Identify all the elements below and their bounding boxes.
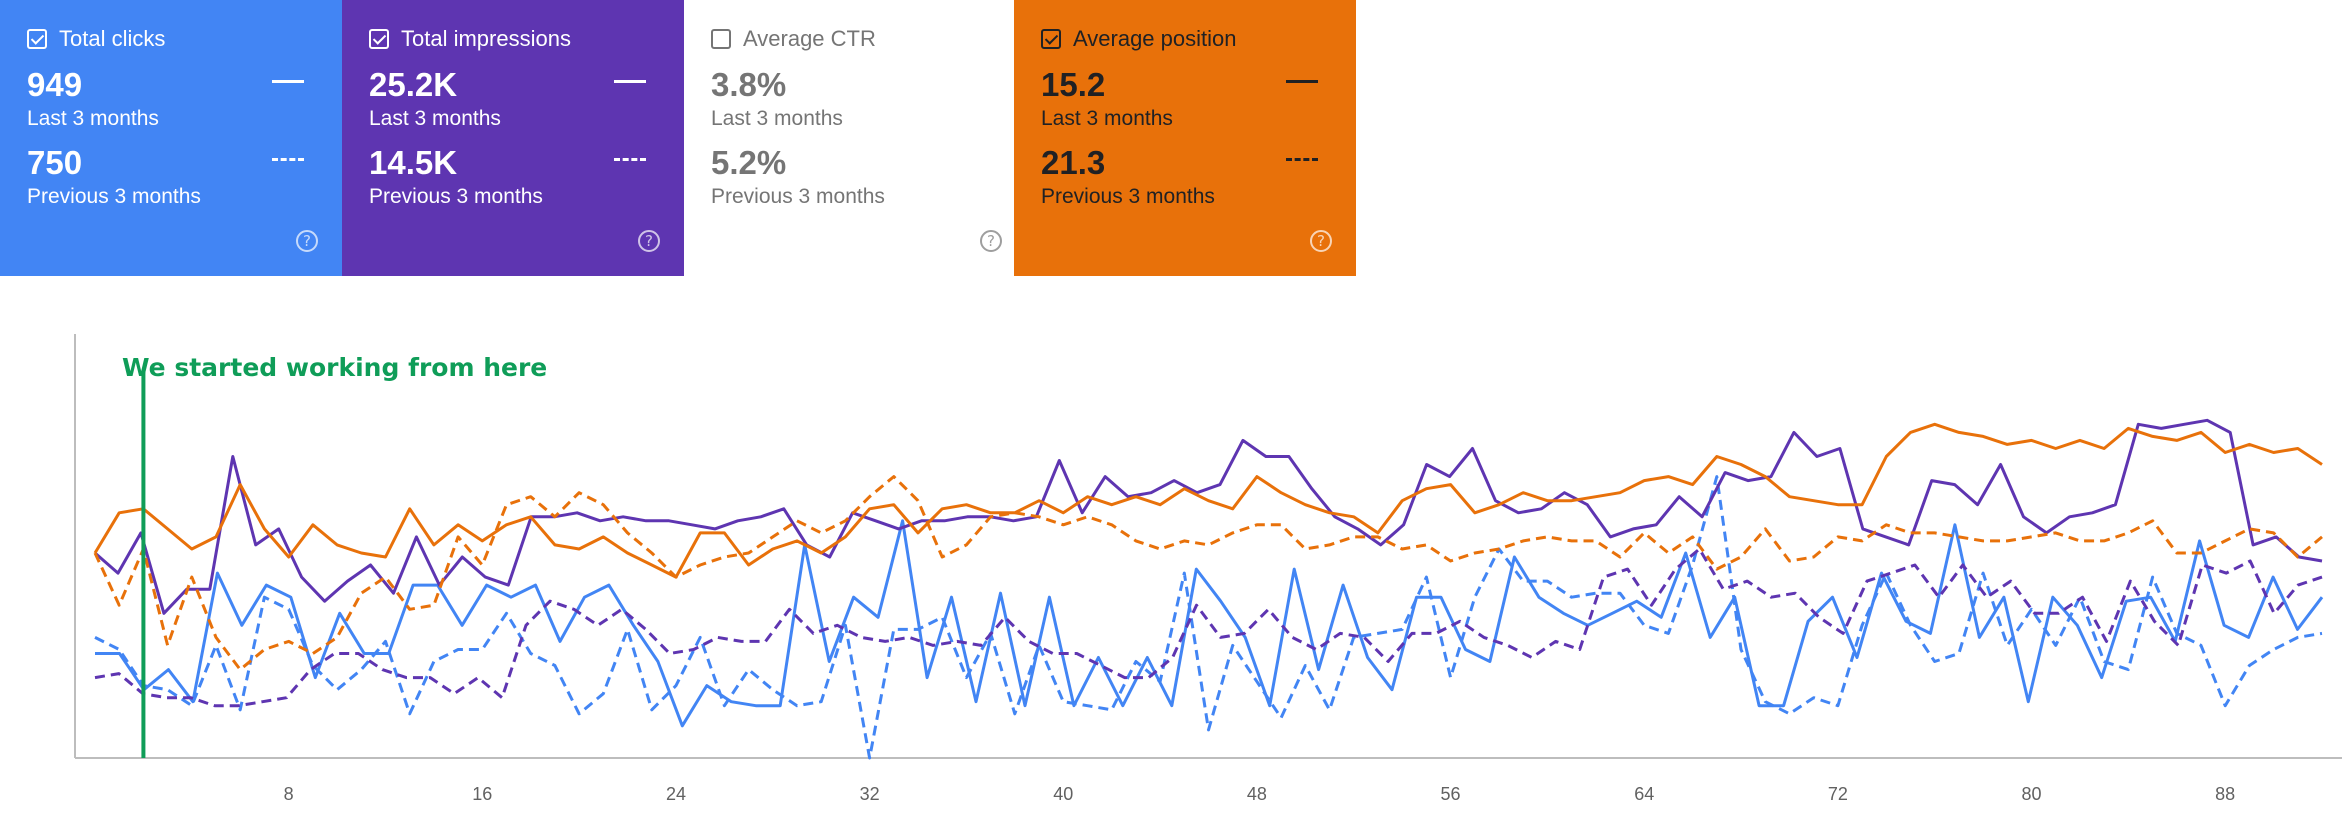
performance-line-chart: 8 16 24 32 40 48 56 64 72 80 88 We started working… [74,334,2342,804]
metric-value: 15.2 [1041,66,1106,103]
metric-label: Previous 3 months [711,185,885,208]
metric-current: 3.8% Last 3 months [711,66,843,132]
series-line-2 [94,418,2323,615]
metric-label: Previous 3 months [369,185,543,208]
card-title: Average position [1073,26,1237,51]
x-tick-label: 80 [2022,784,2042,804]
solid-line-key-icon [1286,80,1318,83]
dashed-line-key-icon [614,158,646,161]
metric-current: 15.2 Last 3 months [1041,66,1173,132]
metric-current: 949 Last 3 months [27,66,159,132]
x-tick-label: 48 [1247,784,1267,804]
x-tick-labels: 8 16 24 32 40 48 56 64 72 80 88 [284,784,2236,804]
card-average-ctr[interactable]: Average CTR 3.8% Last 3 months 5.2% Prev… [684,0,1026,276]
checkbox-unchecked-icon[interactable] [711,29,731,49]
series-line-5 [93,475,2323,672]
metric-value: 5.2% [711,144,787,181]
x-tick-label: 16 [472,784,492,804]
solid-line-key-icon [272,80,304,83]
x-tick-label: 88 [2215,784,2235,804]
series-line-4 [93,422,2323,579]
metric-previous: 21.3 Previous 3 months [1041,144,1215,210]
metric-value: 25.2K [369,66,458,103]
series-line-0 [95,519,2324,728]
x-tick-label: 72 [1828,784,1848,804]
x-tick-label: 40 [1053,784,1073,804]
dashed-line-key-icon [272,158,304,161]
help-icon[interactable]: ? [638,230,660,252]
card-title: Total clicks [59,26,166,51]
metric-previous: 14.5K Previous 3 months [369,144,543,210]
metric-label: Last 3 months [1041,107,1173,130]
metric-label: Previous 3 months [27,185,201,208]
metric-cards: Total clicks 949 Last 3 months 750 Previ… [0,0,1356,276]
annotation-label: We started working from here [122,353,547,382]
help-icon[interactable]: ? [1310,230,1332,252]
card-header[interactable]: Average position [1041,24,1329,54]
metric-label: Last 3 months [711,107,843,130]
metric-label: Last 3 months [27,107,159,130]
metric-value: 750 [27,144,83,181]
series-line-1 [94,475,2323,760]
metric-value: 3.8% [711,66,787,103]
metric-previous: 750 Previous 3 months [27,144,201,210]
checkbox-checked-icon[interactable] [1041,29,1061,49]
x-tick-label: 24 [666,784,686,804]
metric-value: 949 [27,66,83,103]
card-header[interactable]: Total impressions [369,24,657,54]
x-tick-label: 32 [860,784,880,804]
metric-value: 21.3 [1041,144,1106,181]
card-title: Average CTR [743,26,876,51]
metric-current: 25.2K Last 3 months [369,66,501,132]
x-tick-label: 56 [1441,784,1461,804]
solid-line-key-icon [614,80,646,83]
card-header[interactable]: Average CTR [711,24,999,54]
metric-label: Last 3 months [369,107,501,130]
help-icon[interactable]: ? [980,230,1002,252]
metric-previous: 5.2% Previous 3 months [711,144,885,210]
dashed-line-key-icon [1286,158,1318,161]
card-title: Total impressions [401,26,571,51]
x-tick-label: 8 [284,784,294,804]
checkbox-checked-icon[interactable] [369,29,389,49]
series-layer [93,418,2324,760]
metric-value: 14.5K [369,144,458,181]
checkbox-checked-icon[interactable] [27,29,47,49]
card-total-clicks[interactable]: Total clicks 949 Last 3 months 750 Previ… [0,0,342,276]
card-total-impressions[interactable]: Total impressions 25.2K Last 3 months 14… [342,0,684,276]
metric-label: Previous 3 months [1041,185,1215,208]
series-line-3 [94,547,2323,708]
help-icon[interactable]: ? [296,230,318,252]
x-tick-label: 64 [1634,784,1654,804]
card-header[interactable]: Total clicks [27,24,315,54]
card-average-position[interactable]: Average position 15.2 Last 3 months 21.3… [1014,0,1356,276]
